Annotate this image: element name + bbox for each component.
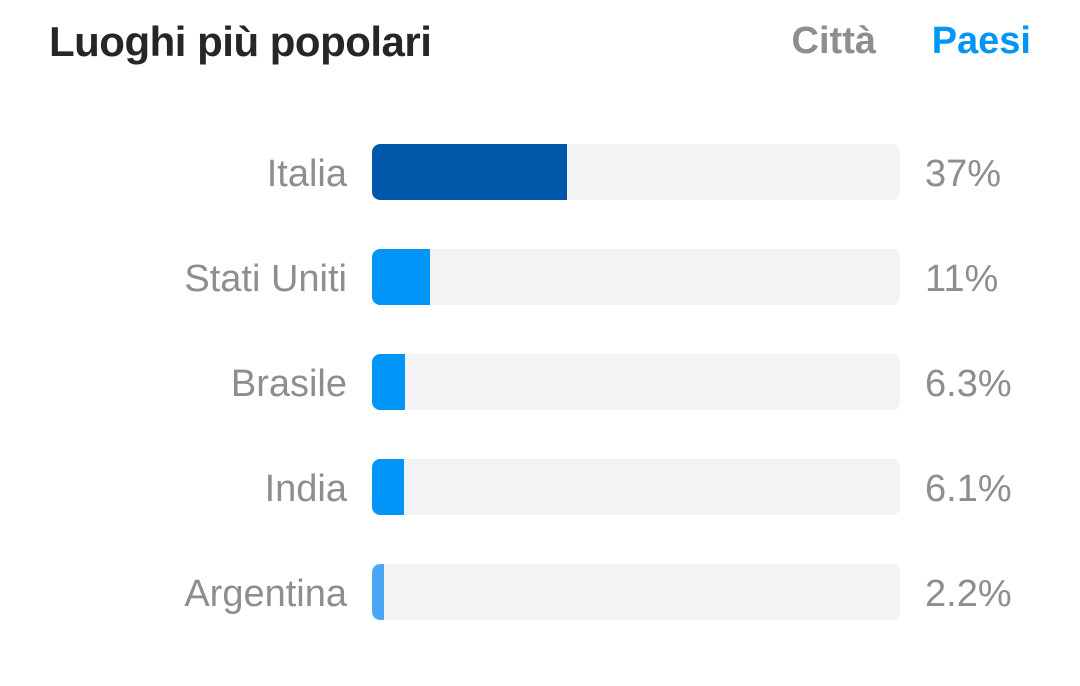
bar-value-label: 6.3% bbox=[925, 363, 1012, 405]
page-title: Luoghi più popolari bbox=[49, 18, 432, 65]
bar-value-label: 11% bbox=[925, 258, 999, 300]
tab-cities[interactable]: Città bbox=[791, 20, 876, 62]
bar-row: Argentina 2.2% bbox=[0, 564, 1080, 620]
bar bbox=[372, 564, 384, 620]
tab-countries[interactable]: Paesi bbox=[931, 20, 1031, 62]
bar-value-label: 6.1% bbox=[925, 468, 1012, 510]
bar bbox=[372, 354, 405, 410]
bar-track bbox=[372, 564, 900, 620]
bar bbox=[372, 144, 567, 200]
bar-row: Italia 37% bbox=[0, 144, 1080, 200]
bar-category-label: Italia bbox=[266, 153, 347, 195]
bar-track bbox=[372, 249, 900, 305]
bar-category-label: India bbox=[264, 468, 347, 510]
bar-track bbox=[372, 354, 900, 410]
header: Luoghi più popolari Città Paesi bbox=[0, 0, 1080, 90]
bar-value-label: 37% bbox=[925, 153, 1002, 195]
bar-track bbox=[372, 144, 900, 200]
bar-track bbox=[372, 459, 900, 515]
bar-row: Brasile 6.3% bbox=[0, 354, 1080, 410]
bar-row: Stati Uniti 11% bbox=[0, 249, 1080, 305]
bar bbox=[372, 249, 430, 305]
bar-category-label: Argentina bbox=[184, 573, 347, 615]
bar-category-label: Stati Uniti bbox=[184, 258, 347, 300]
bar-value-label: 2.2% bbox=[925, 573, 1012, 615]
bar-row: India 6.1% bbox=[0, 459, 1080, 515]
bar bbox=[372, 459, 404, 515]
bar-category-label: Brasile bbox=[230, 363, 347, 405]
